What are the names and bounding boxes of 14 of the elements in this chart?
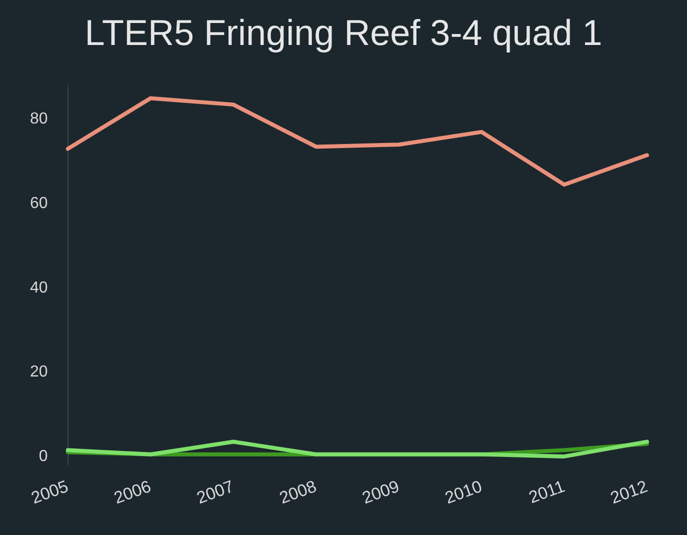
y-tick-label: 80 (30, 110, 48, 128)
chart-title: LTER5 Fringing Reef 3-4 quad 1 (84, 11, 604, 55)
x-tick-label: 2009 (360, 476, 402, 508)
x-tick-label: 2006 (111, 476, 154, 508)
x-tick-label: 2007 (194, 476, 236, 508)
x-tick-label: 2012 (608, 476, 650, 508)
y-tick-label: 0 (38, 448, 48, 465)
x-tick-label: 2005 (28, 476, 71, 508)
y-tick-label: 40 (30, 279, 48, 296)
x-tick-label: 2008 (276, 476, 319, 508)
y-tick-label: 60 (30, 195, 48, 212)
y-tick-label: 20 (30, 364, 48, 381)
x-tick-label: 2010 (442, 476, 484, 508)
x-tick-label: 2011 (526, 476, 568, 508)
